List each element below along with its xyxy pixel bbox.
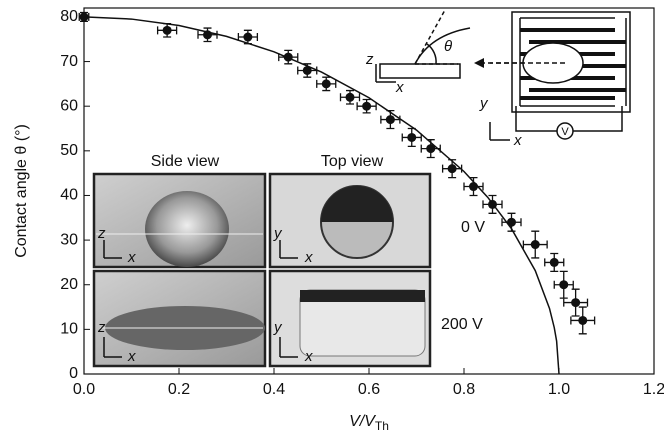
axis-icon-label: y	[273, 319, 283, 336]
y-tick-label: 70	[60, 53, 78, 70]
data-point	[507, 217, 516, 227]
x-label-main: V/V	[349, 413, 376, 430]
x-label-sub: Th	[375, 419, 389, 433]
x-tick-label: 0.8	[453, 381, 475, 398]
data-point	[162, 25, 172, 35]
x-tick-label: 1.0	[548, 381, 570, 398]
insets: Side view Top view 0 V 200 V z x z x y x…	[92, 153, 485, 368]
data-point	[559, 280, 569, 290]
plot-area: 0 10 20 30 40 50 60 70 80 0.0 0.2 0.4 0.6 0.8 1.0 1.2	[60, 7, 664, 398]
data-point	[407, 132, 417, 142]
axis-icon-label: x	[304, 249, 313, 266]
axes-icons	[103, 240, 298, 358]
inset-title: Top view	[321, 153, 384, 170]
y-tick-label: 50	[60, 142, 78, 159]
y-tick-label: 20	[60, 276, 78, 293]
data-point	[302, 65, 312, 75]
data-point	[578, 315, 588, 325]
x-tick-label: 1.2	[643, 381, 664, 398]
x-tick-label: 0.4	[263, 381, 285, 398]
data-point	[549, 257, 559, 267]
axis-icon-label: x	[395, 79, 404, 96]
voltage-label: 0 V	[461, 219, 485, 236]
x-tick-label: 0.6	[358, 381, 380, 398]
y-tick-label: 10	[60, 321, 78, 338]
axis-icon-label: x	[127, 348, 136, 365]
fit-curve	[83, 16, 560, 375]
axis-icon-label: y	[479, 95, 489, 112]
y-axis-label: Contact angle θ (°)	[13, 124, 30, 258]
axis-icon-label: z	[97, 319, 106, 336]
axis-icon-label: y	[273, 225, 283, 242]
angle-label: θ	[444, 38, 452, 55]
y-tick-label: 0	[69, 365, 78, 382]
data-point	[469, 182, 478, 192]
data-point	[345, 92, 355, 102]
x-tick-label: 0.0	[73, 381, 95, 398]
data-point	[530, 240, 540, 250]
droplet-shadow	[321, 186, 393, 222]
voltage-label: 200 V	[441, 316, 483, 333]
y-tick-label: 40	[60, 187, 78, 204]
voltmeter-label: V	[561, 126, 569, 138]
data-point	[362, 101, 372, 111]
axis-icon-label: x	[127, 249, 136, 266]
schematic: z x θ y x V	[365, 9, 631, 149]
data-point	[243, 32, 253, 42]
data-point	[426, 144, 436, 154]
data-point	[571, 298, 581, 308]
axis-icon-label: x	[304, 348, 313, 365]
x-tick-label: 0.2	[168, 381, 190, 398]
data-point	[321, 79, 331, 89]
y-tick-label: 80	[60, 8, 78, 25]
droplet	[145, 191, 229, 267]
y-tick-label: 30	[60, 231, 78, 248]
axis-icon-label: z	[365, 51, 374, 68]
axis-icon-label: x	[513, 132, 522, 149]
x-axis-label: V/VTh	[349, 413, 389, 433]
axis-icon-label: z	[97, 225, 106, 242]
y-tick-label: 60	[60, 97, 78, 114]
data-point	[385, 115, 395, 125]
data-point	[447, 164, 457, 174]
droplet-edge	[300, 290, 425, 302]
inset-title: Side view	[151, 153, 220, 170]
